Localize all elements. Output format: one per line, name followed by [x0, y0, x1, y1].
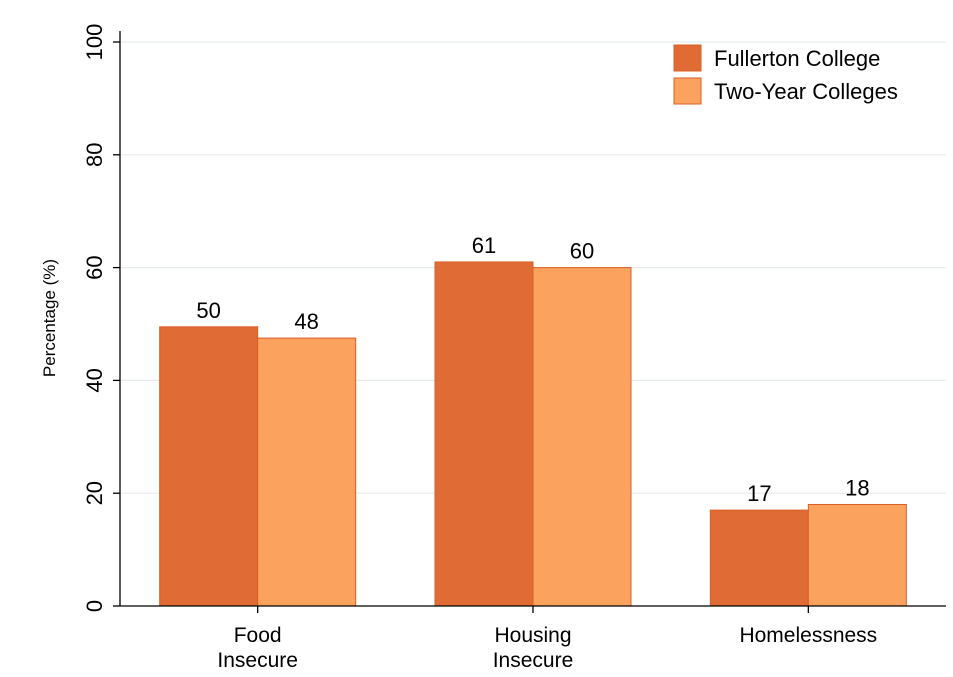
x-tick-label: Housing [494, 624, 571, 647]
data-label: 60 [570, 239, 594, 264]
data-label: 50 [196, 298, 220, 323]
data-label: 17 [747, 481, 771, 506]
y-tick-label: 0 [82, 600, 107, 612]
x-tick-label: Insecure [493, 649, 574, 672]
legend-label: Fullerton College [714, 46, 880, 71]
x-tick-label: Homelessness [739, 624, 877, 647]
data-label: 18 [845, 475, 869, 500]
bar [709, 509, 809, 607]
y-tick-label: 40 [82, 368, 107, 392]
y-tick-label: 80 [82, 143, 107, 167]
y-tick-label: 60 [82, 255, 107, 279]
data-label: 61 [472, 233, 496, 258]
bar [159, 326, 259, 607]
y-tick-label: 20 [82, 481, 107, 505]
data-label: 48 [294, 309, 318, 334]
legend-swatch [673, 77, 702, 105]
bar [257, 337, 357, 607]
legend-swatch [673, 44, 702, 72]
y-axis-title: Percentage (%) [40, 259, 59, 377]
legend-label: Two-Year Colleges [714, 79, 898, 104]
x-tick-label: Food [234, 624, 282, 647]
data-labels: 50 48 61 60 17 18 [196, 233, 869, 506]
bar [807, 503, 907, 607]
bar [532, 267, 632, 607]
y-tick-label: 100 [82, 24, 107, 61]
bar [434, 261, 534, 607]
legend: Fullerton College Two-Year Colleges [673, 44, 898, 105]
bars [159, 261, 907, 607]
x-tick-label: Insecure [217, 649, 298, 672]
y-axis-ticks: 0 20 40 60 80 100 [82, 24, 120, 612]
